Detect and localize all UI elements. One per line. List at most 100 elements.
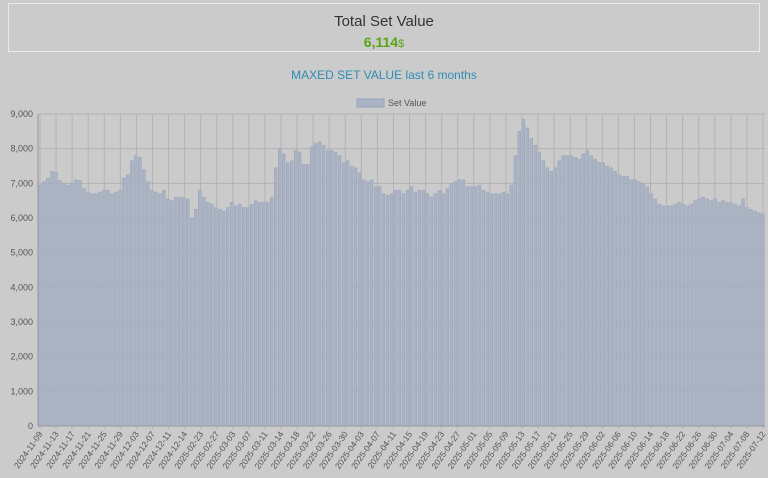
bar[interactable]: [405, 190, 410, 427]
bar[interactable]: [441, 193, 446, 427]
bar[interactable]: [178, 196, 182, 427]
bar[interactable]: [289, 160, 294, 427]
bar[interactable]: [182, 197, 186, 427]
bar[interactable]: [497, 193, 502, 427]
bar[interactable]: [273, 167, 278, 427]
bar[interactable]: [333, 151, 338, 427]
bar[interactable]: [321, 144, 326, 427]
bar[interactable]: [453, 181, 458, 427]
bar[interactable]: [501, 191, 506, 427]
bar[interactable]: [186, 198, 190, 427]
bar[interactable]: [721, 200, 725, 427]
bar[interactable]: [325, 150, 330, 427]
bar[interactable]: [725, 202, 729, 427]
bar[interactable]: [58, 180, 62, 427]
bar[interactable]: [413, 191, 418, 427]
bar[interactable]: [633, 179, 637, 427]
bar[interactable]: [557, 160, 561, 427]
bar[interactable]: [421, 190, 426, 427]
bar[interactable]: [134, 155, 138, 427]
bar[interactable]: [341, 162, 346, 427]
bar[interactable]: [425, 193, 430, 427]
bar[interactable]: [437, 190, 442, 427]
bar[interactable]: [677, 202, 681, 427]
bar[interactable]: [469, 186, 474, 427]
bar[interactable]: [649, 193, 653, 427]
bar[interactable]: [629, 179, 633, 427]
bar[interactable]: [206, 202, 210, 427]
bar[interactable]: [673, 203, 677, 427]
bar[interactable]: [254, 200, 258, 427]
bar[interactable]: [477, 184, 482, 427]
bar[interactable]: [297, 151, 302, 427]
bar[interactable]: [553, 167, 557, 427]
bar[interactable]: [401, 193, 406, 427]
bar[interactable]: [98, 191, 102, 427]
bar[interactable]: [146, 181, 150, 427]
bar[interactable]: [737, 205, 741, 427]
bar[interactable]: [242, 207, 246, 427]
bar[interactable]: [126, 174, 130, 427]
bar[interactable]: [150, 190, 154, 427]
bar[interactable]: [749, 209, 753, 427]
bar[interactable]: [513, 155, 518, 427]
bar[interactable]: [250, 203, 254, 427]
bar[interactable]: [345, 160, 350, 427]
bar[interactable]: [745, 207, 749, 427]
bar[interactable]: [473, 186, 478, 427]
bar[interactable]: [266, 202, 270, 427]
bar[interactable]: [529, 138, 534, 427]
bar[interactable]: [230, 202, 234, 427]
bar[interactable]: [701, 196, 705, 427]
bar[interactable]: [94, 193, 98, 427]
bar[interactable]: [741, 198, 745, 427]
bar[interactable]: [301, 164, 306, 427]
bar[interactable]: [697, 198, 701, 427]
bar[interactable]: [585, 150, 589, 427]
bar[interactable]: [114, 191, 118, 427]
bar[interactable]: [525, 127, 530, 427]
bar[interactable]: [757, 212, 761, 427]
bar[interactable]: [457, 179, 462, 427]
bar[interactable]: [689, 203, 693, 427]
bar[interactable]: [198, 190, 202, 427]
bar[interactable]: [78, 180, 82, 427]
bar[interactable]: [693, 200, 697, 427]
bar[interactable]: [429, 196, 434, 427]
bar[interactable]: [565, 155, 569, 427]
bar[interactable]: [82, 188, 86, 427]
bar[interactable]: [329, 150, 334, 427]
bar[interactable]: [573, 157, 577, 427]
bar[interactable]: [337, 155, 342, 427]
bar[interactable]: [465, 186, 470, 427]
bar[interactable]: [489, 193, 494, 427]
bar[interactable]: [353, 167, 358, 427]
bar[interactable]: [102, 190, 106, 427]
bar[interactable]: [645, 186, 649, 427]
bar[interactable]: [305, 164, 310, 427]
bar[interactable]: [521, 118, 526, 427]
bar[interactable]: [158, 193, 162, 427]
bar[interactable]: [385, 195, 390, 427]
bar[interactable]: [493, 193, 498, 427]
bar[interactable]: [361, 179, 366, 427]
bar[interactable]: [617, 174, 621, 427]
bar[interactable]: [277, 148, 282, 427]
bar[interactable]: [74, 179, 78, 427]
bar[interactable]: [665, 205, 669, 427]
bar[interactable]: [293, 150, 298, 427]
bar[interactable]: [713, 198, 717, 427]
bar[interactable]: [685, 205, 689, 427]
bar[interactable]: [637, 181, 641, 427]
bar[interactable]: [70, 183, 74, 427]
bar[interactable]: [389, 193, 394, 427]
bar[interactable]: [38, 184, 42, 427]
bar[interactable]: [657, 203, 661, 427]
bar[interactable]: [138, 157, 142, 427]
bar[interactable]: [190, 217, 194, 427]
bar[interactable]: [605, 165, 609, 427]
bar[interactable]: [577, 158, 581, 427]
bar[interactable]: [258, 202, 262, 427]
bar[interactable]: [166, 198, 170, 427]
bar[interactable]: [533, 144, 538, 427]
